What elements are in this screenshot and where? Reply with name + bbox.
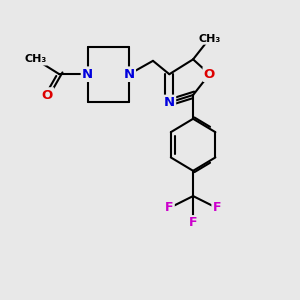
Text: N: N [124,68,135,81]
Text: O: O [204,68,215,81]
Text: F: F [213,202,221,214]
Text: N: N [82,68,93,81]
Text: CH₃: CH₃ [198,34,220,44]
Text: CH₃: CH₃ [24,54,47,64]
Text: F: F [165,202,174,214]
Text: F: F [189,216,197,229]
Text: O: O [42,88,53,101]
Text: N: N [164,96,175,109]
